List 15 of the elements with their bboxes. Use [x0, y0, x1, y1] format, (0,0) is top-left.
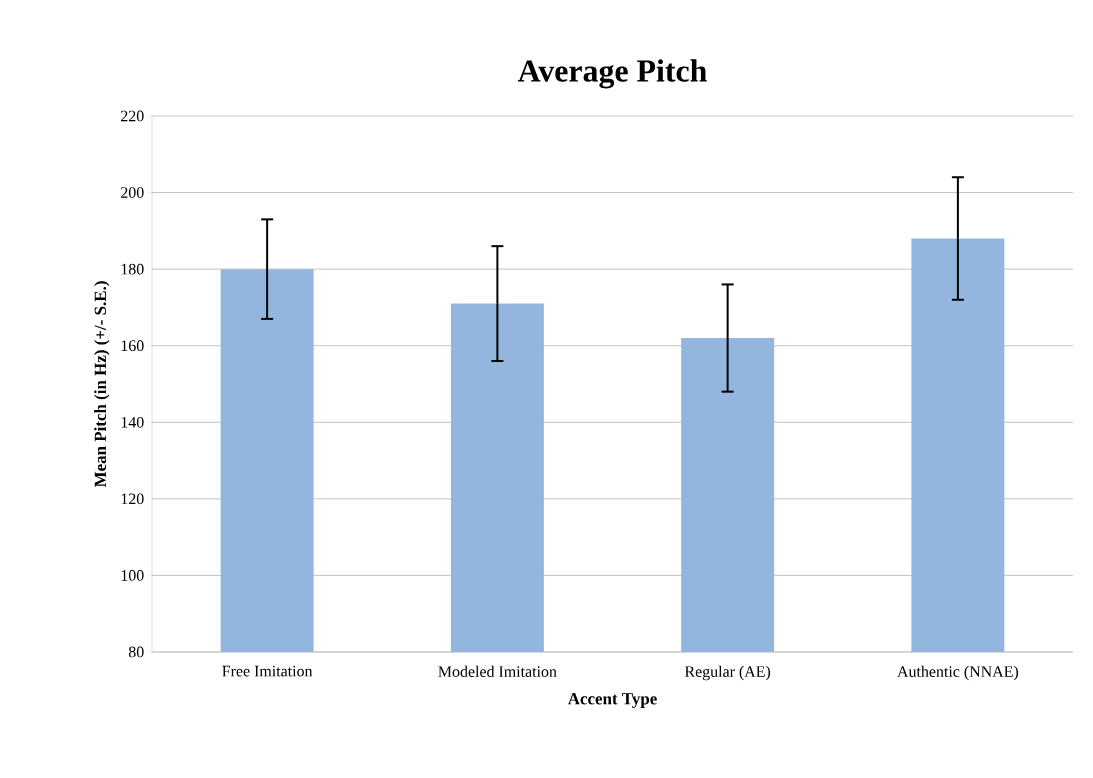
x-tick-label: Regular (AE): [684, 665, 771, 681]
x-tick-label: Free Imitation: [222, 665, 313, 677]
chart-title: Average Pitch: [517, 59, 707, 89]
y-tick-label: 120: [121, 493, 144, 505]
y-axis-title: Mean Pitch (in Hz) (+/- S.E.): [94, 281, 110, 488]
y-tick-label: 140: [121, 416, 144, 428]
y-tick-label: 220: [121, 110, 144, 122]
x-axis-title: Accent Type: [567, 693, 657, 708]
y-tick-label: 100: [121, 570, 144, 581]
y-tick-label: 200: [121, 187, 144, 198]
x-tick-label: Authentic (NNAE): [897, 665, 1019, 681]
y-tick-label: 80: [128, 646, 144, 658]
y-tick-label: 180: [121, 263, 144, 275]
x-tick-label: Modeled Imitation: [438, 665, 557, 677]
y-tick-label: 160: [121, 340, 144, 352]
